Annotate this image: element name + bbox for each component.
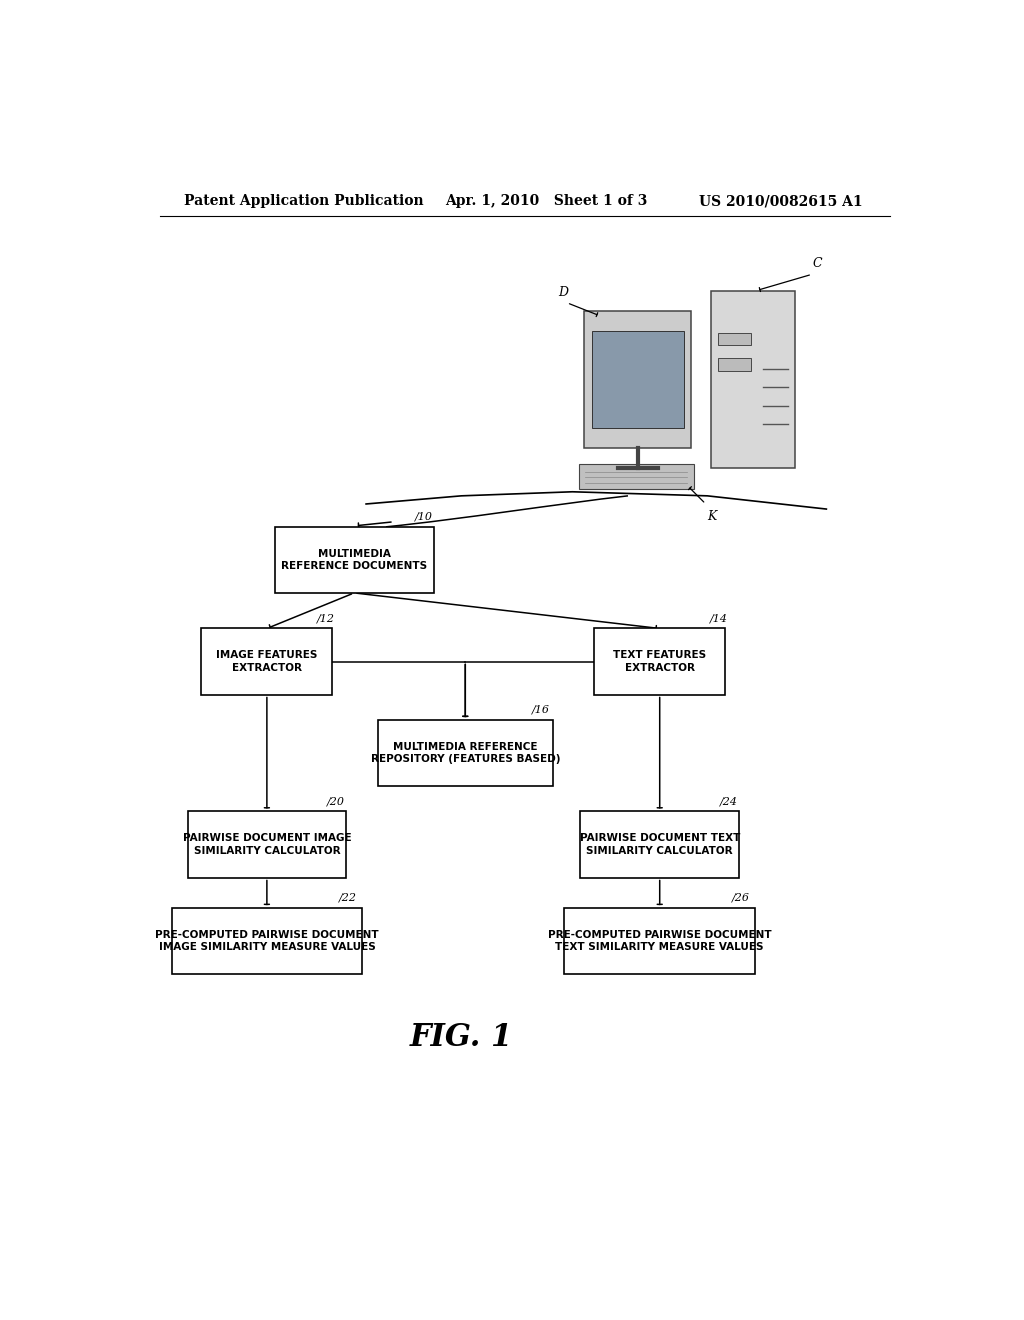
Text: K: K (708, 510, 717, 523)
Text: PAIRWISE DOCUMENT IMAGE
SIMILARITY CALCULATOR: PAIRWISE DOCUMENT IMAGE SIMILARITY CALCU… (182, 833, 351, 855)
FancyBboxPatch shape (712, 290, 795, 469)
Text: /14: /14 (710, 614, 727, 623)
FancyBboxPatch shape (592, 331, 684, 428)
FancyBboxPatch shape (581, 812, 739, 878)
Text: /26: /26 (732, 892, 751, 903)
Text: /20: /20 (328, 796, 345, 807)
Text: /22: /22 (339, 892, 357, 903)
Text: PAIRWISE DOCUMENT TEXT
SIMILARITY CALCULATOR: PAIRWISE DOCUMENT TEXT SIMILARITY CALCUL… (580, 833, 740, 855)
FancyBboxPatch shape (718, 358, 751, 371)
Text: D: D (558, 285, 568, 298)
FancyBboxPatch shape (378, 719, 553, 785)
Text: TEXT FEATURES
EXTRACTOR: TEXT FEATURES EXTRACTOR (613, 651, 707, 673)
FancyBboxPatch shape (585, 312, 691, 447)
Text: /16: /16 (531, 705, 550, 715)
Text: C: C (812, 257, 821, 271)
Text: US 2010/0082615 A1: US 2010/0082615 A1 (699, 194, 863, 209)
FancyBboxPatch shape (564, 908, 755, 974)
Text: IMAGE FEATURES
EXTRACTOR: IMAGE FEATURES EXTRACTOR (216, 651, 317, 673)
FancyBboxPatch shape (202, 628, 333, 694)
Text: MULTIMEDIA
REFERENCE DOCUMENTS: MULTIMEDIA REFERENCE DOCUMENTS (282, 549, 427, 572)
Text: /10: /10 (415, 512, 432, 521)
Text: PRE-COMPUTED PAIRWISE DOCUMENT
TEXT SIMILARITY MEASURE VALUES: PRE-COMPUTED PAIRWISE DOCUMENT TEXT SIMI… (548, 929, 771, 952)
Text: /12: /12 (316, 614, 335, 623)
Text: Apr. 1, 2010   Sheet 1 of 3: Apr. 1, 2010 Sheet 1 of 3 (445, 194, 648, 209)
FancyBboxPatch shape (579, 465, 694, 488)
FancyBboxPatch shape (172, 908, 362, 974)
Text: MULTIMEDIA REFERENCE
REPOSITORY (FEATURES BASED): MULTIMEDIA REFERENCE REPOSITORY (FEATURE… (371, 742, 560, 764)
Text: /24: /24 (720, 796, 738, 807)
FancyBboxPatch shape (594, 628, 725, 694)
FancyBboxPatch shape (187, 812, 346, 878)
FancyBboxPatch shape (718, 333, 751, 345)
Text: FIG. 1: FIG. 1 (410, 1022, 513, 1053)
Text: PRE-COMPUTED PAIRWISE DOCUMENT
IMAGE SIMILARITY MEASURE VALUES: PRE-COMPUTED PAIRWISE DOCUMENT IMAGE SIM… (155, 929, 379, 952)
Text: Patent Application Publication: Patent Application Publication (183, 194, 423, 209)
FancyBboxPatch shape (274, 527, 433, 593)
